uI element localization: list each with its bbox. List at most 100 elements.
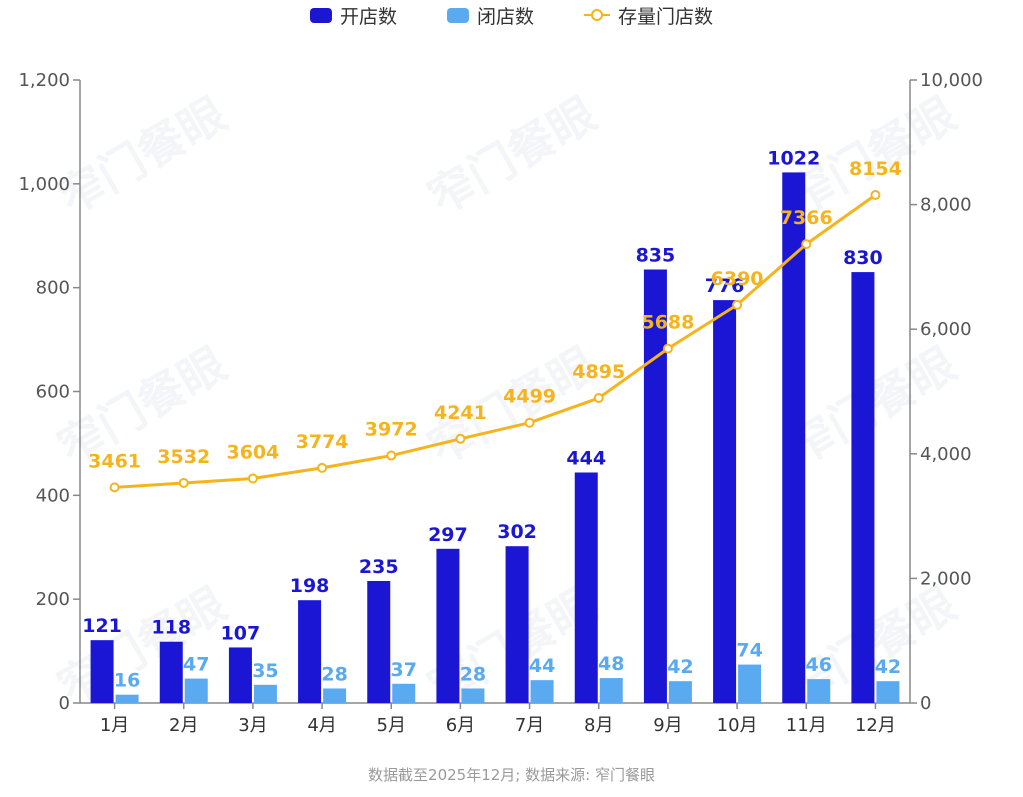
bar-close xyxy=(392,683,416,703)
bar-open-label: 444 xyxy=(566,447,606,469)
bar-close xyxy=(807,679,831,703)
bar-open xyxy=(90,640,114,703)
stock-line xyxy=(114,193,877,489)
bar-open xyxy=(782,172,806,703)
y-left-tick-label: 1,200 xyxy=(18,70,70,91)
y-right-tick-label: 0 xyxy=(920,693,931,714)
legend-item-close[interactable]: 闭店数 xyxy=(446,2,534,29)
bar-close-label: 47 xyxy=(183,654,209,676)
x-tick-label: 10月 xyxy=(717,715,758,736)
stock-label: 3604 xyxy=(226,441,279,463)
stock-label: 8154 xyxy=(849,158,902,180)
y-left-tick-label: 600 xyxy=(36,382,70,403)
legend-item-open[interactable]: 开店数 xyxy=(309,2,397,29)
bar-close-label: 42 xyxy=(875,656,901,678)
stock-point xyxy=(524,417,535,428)
bar-open xyxy=(574,472,598,703)
legend-label-open: 开店数 xyxy=(339,5,397,28)
stock-point xyxy=(870,190,881,201)
bar-close xyxy=(253,684,277,703)
stock-point xyxy=(662,343,673,354)
bar-close xyxy=(668,681,692,703)
bar-open xyxy=(367,580,391,703)
stock-point xyxy=(455,433,466,444)
bar-open xyxy=(851,272,875,703)
x-tick-label: 4月 xyxy=(307,715,336,736)
x-tick-label: 11月 xyxy=(786,715,827,736)
bar-open-label: 118 xyxy=(151,617,191,639)
bar-open-label: 297 xyxy=(428,524,468,546)
stock-label: 4241 xyxy=(434,402,487,424)
bar-close-label: 28 xyxy=(321,663,347,685)
bar-open-label: 830 xyxy=(843,247,883,269)
x-tick-label: 5月 xyxy=(377,715,406,736)
stock-label: 6390 xyxy=(711,268,764,290)
bar-close xyxy=(323,688,347,703)
y-left-tick-label: 800 xyxy=(36,278,70,299)
stock-label: 3532 xyxy=(157,446,210,468)
bar-open-label: 835 xyxy=(636,244,676,266)
bar-open-label: 198 xyxy=(290,575,330,597)
x-tick-label: 3月 xyxy=(238,715,267,736)
bar-close-label: 35 xyxy=(252,660,278,682)
bar-close xyxy=(738,664,762,703)
watermark-1: 窄门餐眼 xyxy=(49,87,235,226)
x-tick-label: 9月 xyxy=(653,715,682,736)
legend-swatch-open xyxy=(309,7,332,23)
y-left-tick-label: 1,000 xyxy=(18,174,70,195)
legend-item-stock[interactable]: 存量门店数 xyxy=(584,2,713,29)
bar-close-label: 16 xyxy=(114,670,140,692)
x-tick-label: 6月 xyxy=(446,715,475,736)
y-left-tick-label: 200 xyxy=(36,589,70,610)
bar-close-label: 28 xyxy=(460,663,486,685)
bar-open-label: 1022 xyxy=(767,147,820,169)
x-tick-label: 1月 xyxy=(100,715,129,736)
bar-open xyxy=(713,300,737,703)
bar-close-label: 44 xyxy=(529,655,555,677)
x-tick-label: 7月 xyxy=(515,715,544,736)
bar-open-label: 121 xyxy=(82,615,122,637)
bar-open xyxy=(298,600,322,703)
stock-label: 7366 xyxy=(780,207,833,229)
bar-open-label: 235 xyxy=(359,556,399,578)
bar-close-label: 74 xyxy=(736,640,762,662)
bar-open-label: 776 xyxy=(705,275,745,297)
stock-point xyxy=(247,473,258,484)
stock-point xyxy=(732,299,743,310)
stock-label: 4499 xyxy=(503,386,556,408)
stock-label: 3774 xyxy=(296,431,349,453)
stock-point xyxy=(386,450,397,461)
bar-open-label: 302 xyxy=(497,521,537,543)
y-right-tick-label: 6,000 xyxy=(920,319,972,340)
stock-point xyxy=(109,482,120,493)
bar-close-label: 46 xyxy=(806,654,832,676)
stock-point xyxy=(593,393,604,404)
legend-label-close: 闭店数 xyxy=(476,5,534,28)
stock-point xyxy=(801,239,812,250)
stock-label: 3972 xyxy=(365,419,418,441)
legend-label-stock: 存量门店数 xyxy=(618,5,714,28)
combo-chart: 窄门餐眼窄门餐眼窄门餐眼窄门餐眼窄门餐眼窄门餐眼窄门餐眼窄门餐眼窄门餐眼0200… xyxy=(18,70,983,736)
stock-point xyxy=(317,462,328,473)
bar-close-label: 48 xyxy=(598,653,624,675)
x-tick-label: 8月 xyxy=(584,715,613,736)
y-right-tick-label: 10,000 xyxy=(920,70,983,91)
y-left-tick-label: 400 xyxy=(36,485,70,506)
bar-close xyxy=(599,678,623,703)
bar-close xyxy=(461,688,485,703)
bar-open xyxy=(159,641,183,703)
bar-close xyxy=(876,681,900,703)
x-tick-label: 12月 xyxy=(855,715,896,736)
bar-close-label: 37 xyxy=(391,659,417,681)
bar-close xyxy=(184,678,208,703)
legend-swatch-close xyxy=(446,7,469,23)
bar-open-label: 107 xyxy=(221,622,261,644)
bar-open xyxy=(505,546,529,703)
stock-label: 5688 xyxy=(641,312,694,334)
y-left-tick-label: 0 xyxy=(59,693,70,714)
bar-close-label: 42 xyxy=(667,656,693,678)
stock-label: 4895 xyxy=(572,361,625,383)
bar-open xyxy=(228,647,252,703)
y-right-tick-label: 4,000 xyxy=(920,444,972,465)
stock-label: 3461 xyxy=(88,450,141,472)
